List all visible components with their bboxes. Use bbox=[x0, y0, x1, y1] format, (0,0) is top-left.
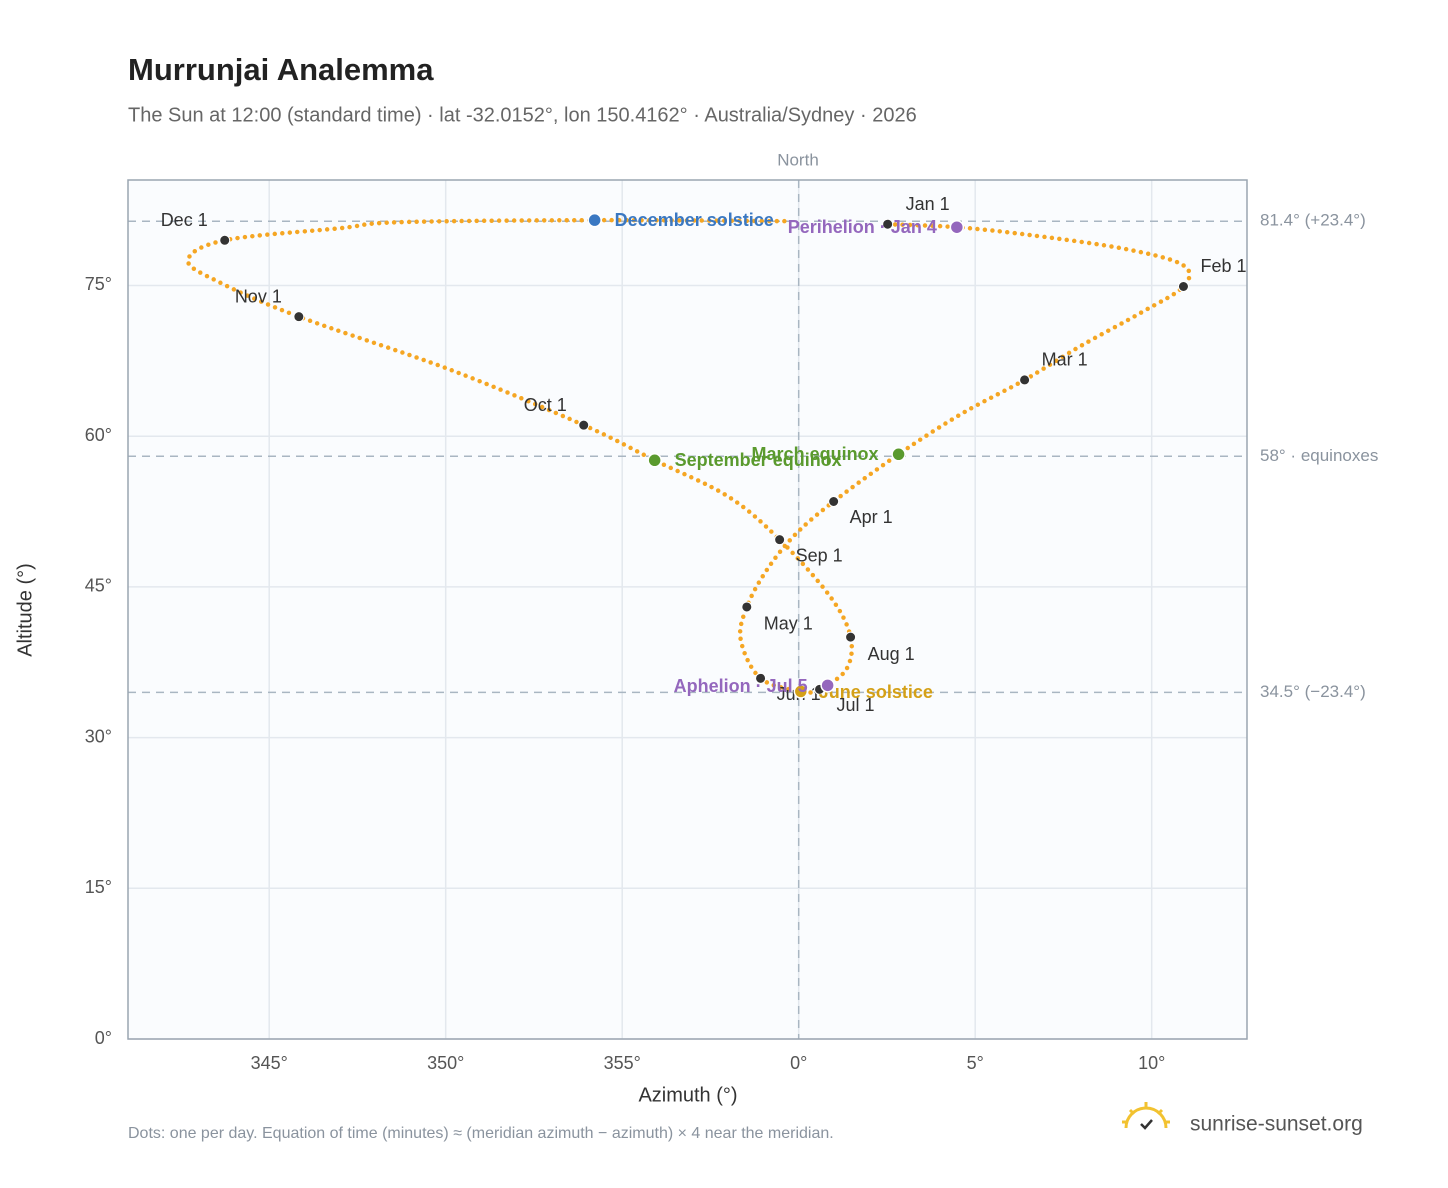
y-tick-label: 15° bbox=[85, 877, 112, 897]
month-marker bbox=[1019, 374, 1031, 386]
month-label: Nov 1 bbox=[235, 286, 282, 306]
event-label: Aphelion · Jul 5 bbox=[674, 676, 808, 696]
month-label: Feb 1 bbox=[1200, 256, 1246, 276]
month-marker bbox=[219, 234, 231, 246]
month-label: May 1 bbox=[764, 614, 813, 634]
event-label: September equinox bbox=[675, 450, 842, 470]
event-label: March equinox bbox=[752, 444, 879, 464]
month-marker bbox=[755, 672, 767, 684]
event-marker bbox=[793, 684, 809, 699]
brand-name: sunrise-sunset.org bbox=[1190, 1113, 1363, 1136]
reference-label: 81.4° (+23.4°) bbox=[1260, 211, 1366, 230]
y-tick-label: 0° bbox=[95, 1028, 112, 1048]
x-tick-label: 355° bbox=[604, 1053, 641, 1073]
y-tick-label: 75° bbox=[85, 274, 112, 294]
month-marker bbox=[1177, 280, 1189, 292]
month-marker bbox=[293, 311, 305, 323]
month-label: Aug 1 bbox=[868, 644, 915, 664]
month-label: Sep 1 bbox=[796, 545, 843, 565]
event-marker bbox=[949, 219, 965, 235]
month-label: Jul 1 bbox=[837, 695, 875, 715]
plot-area bbox=[128, 180, 1247, 1039]
month-label: Mar 1 bbox=[1042, 350, 1088, 370]
event-marker bbox=[647, 453, 662, 468]
event-label: Perihelion · Jan 4 bbox=[788, 217, 937, 237]
month-marker bbox=[774, 534, 786, 546]
month-marker bbox=[882, 218, 894, 230]
x-tick-label: 350° bbox=[427, 1053, 464, 1073]
event-label: December solstice bbox=[615, 210, 774, 230]
x-tick-label: 345° bbox=[251, 1053, 288, 1073]
y-tick-label: 30° bbox=[85, 726, 112, 746]
event-marker bbox=[820, 678, 835, 693]
event-label: June solstice bbox=[819, 682, 933, 702]
month-label: Dec 1 bbox=[161, 210, 208, 230]
event-marker bbox=[891, 447, 906, 462]
event-marker bbox=[587, 212, 602, 228]
y-axis-label: Altitude (°) bbox=[14, 563, 36, 657]
chart-title: Murrunjai Analemma bbox=[128, 52, 434, 87]
month-marker bbox=[828, 495, 840, 507]
plot-frame bbox=[127, 179, 1248, 1040]
x-tick-label: 5° bbox=[967, 1053, 984, 1073]
north-label: North bbox=[777, 150, 819, 169]
month-label: Jan 1 bbox=[906, 194, 950, 214]
y-tick-label: 60° bbox=[85, 425, 112, 445]
brand-logo bbox=[1122, 1102, 1170, 1130]
month-marker bbox=[741, 601, 753, 613]
footnote: Dots: one per day. Equation of time (min… bbox=[128, 1125, 834, 1142]
x-tick-label: 0° bbox=[790, 1053, 807, 1073]
month-marker bbox=[845, 631, 857, 643]
x-tick-label: 10° bbox=[1138, 1053, 1165, 1073]
reference-label: 34.5° (−23.4°) bbox=[1260, 682, 1366, 701]
reference-label: 58° · equinoxes bbox=[1260, 446, 1378, 465]
x-axis-label: Azimuth (°) bbox=[638, 1084, 737, 1106]
chart-subtitle: The Sun at 12:00 (standard time) · lat -… bbox=[128, 104, 917, 126]
month-label: Apr 1 bbox=[850, 507, 893, 527]
y-tick-label: 45° bbox=[85, 576, 112, 596]
month-label: Oct 1 bbox=[524, 395, 567, 415]
month-marker bbox=[578, 419, 590, 431]
